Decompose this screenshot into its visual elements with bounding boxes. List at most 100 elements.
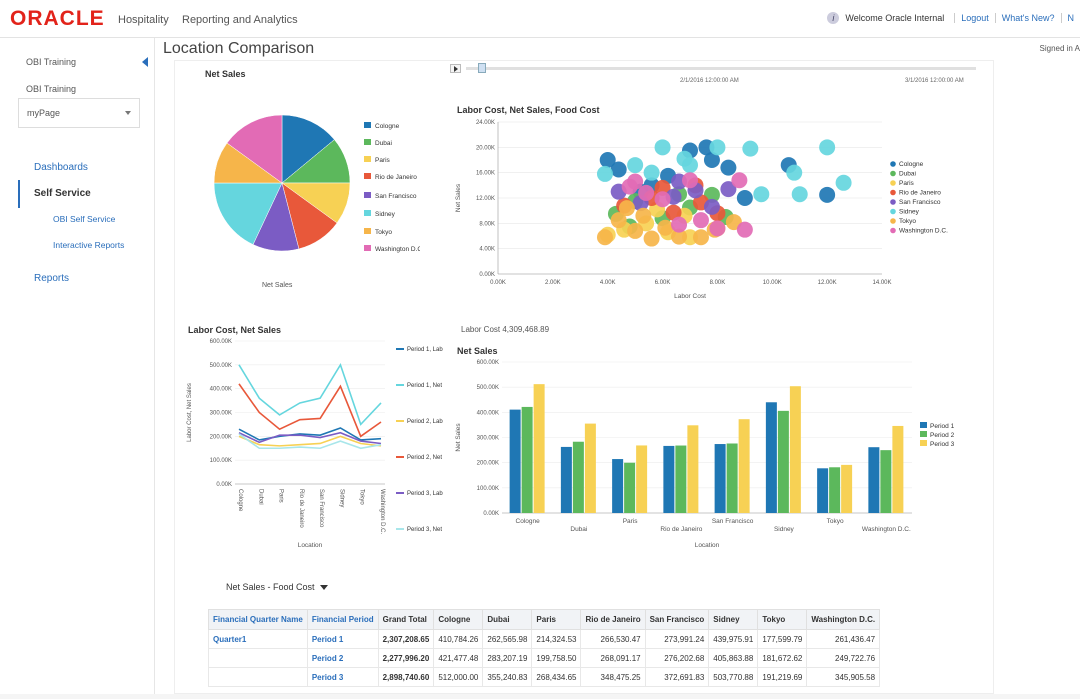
page-select-value: myPage (27, 108, 61, 118)
measure-dropdown[interactable]: Net Sales - Food Cost (226, 582, 328, 592)
truncated-link[interactable]: N (1060, 13, 1080, 23)
table-cell[interactable]: Period 2 (306, 648, 379, 668)
bar-dubai-period-3 (584, 423, 596, 513)
scatter-title: Labor Cost, Net Sales, Food Cost (457, 105, 600, 115)
line-xtick: Cologne (237, 489, 243, 512)
line-ytick: 300.00K (210, 411, 232, 417)
bar-sidney-period-3 (789, 386, 801, 513)
scatter-point-washington-d-c (709, 220, 726, 237)
page-select[interactable]: myPage (18, 98, 140, 128)
scatter-point-sidney (627, 157, 644, 174)
pie-legend-label: Paris (375, 157, 391, 164)
bar-washington-d-c-period-3 (892, 425, 904, 513)
org-selector-2[interactable]: OBI Training (26, 84, 77, 94)
table-header-cell: Tokyo (757, 609, 808, 630)
logout-link[interactable]: Logout (954, 13, 995, 23)
bar-ytick: 300.00K (477, 436, 499, 442)
line-ytick: 400.00K (210, 387, 232, 393)
table-header-cell[interactable]: Financial Quarter Name (208, 609, 308, 630)
scatter-point-sidney (791, 186, 808, 203)
table-header-cell[interactable]: Financial Period (306, 609, 379, 630)
bar-ylabel: Net Sales (455, 423, 462, 452)
table-cell (208, 667, 308, 687)
pie-slice-washington-d-c (226, 114, 283, 184)
line-xtick: San Francisco (318, 489, 324, 528)
table-cell: 512,000.00 (433, 667, 484, 687)
nav-interactive-reports[interactable]: Interactive Reports (53, 240, 125, 250)
table-cell: 345,905.58 (806, 667, 881, 687)
info-icon[interactable]: i (827, 12, 840, 24)
bar-sidney-period-2 (777, 410, 789, 513)
bar-rio-de-janeiro-period-1 (663, 445, 675, 513)
table-cell: 348,475.25 (580, 667, 646, 687)
scatter-legend-label: Tokyo (899, 218, 916, 225)
scatter-point-sidney (742, 140, 759, 157)
table-cell[interactable]: Quarter1 (208, 629, 308, 649)
welcome-text: Welcome Oracle Internal (845, 13, 945, 23)
table-header-cell: Grand Total (377, 609, 435, 630)
bar-washington-d-c-period-2 (880, 450, 892, 513)
scatter-legend-swatch (890, 199, 896, 205)
scatter-legend-swatch (890, 170, 896, 177)
scatter-xtick: 0.00K (490, 280, 506, 286)
signed-in-text: Signed in A (1039, 44, 1080, 53)
line-series-period-2-net-sales (238, 383, 382, 438)
bar-legend-label: Period 1 (930, 423, 955, 430)
table-header-cell: Dubai (482, 609, 533, 630)
scatter-xtick: 4.00K (600, 280, 616, 286)
line-xtick: Dubai (257, 489, 263, 505)
header-links: i Welcome Oracle Internal Logout What's … (827, 12, 1080, 24)
table-cell: 405,863.88 (708, 648, 759, 668)
org-selector-1[interactable]: OBI Training (26, 57, 77, 67)
nav-reports[interactable]: Reports (34, 273, 70, 284)
bar-rio-de-janeiro-period-3 (687, 425, 699, 513)
nav-obi-self-service[interactable]: OBI Self Service (53, 214, 116, 224)
table-cell[interactable]: Period 3 (306, 667, 379, 687)
pie-legend-label: San Francisco (375, 193, 417, 200)
scatter-ylabel: Net Sales (455, 183, 462, 212)
line-ytick: 100.00K (210, 458, 232, 464)
pie-legend-swatch (364, 139, 371, 145)
scatter-point-sidney (753, 186, 770, 203)
pie-slice-sidney (213, 182, 283, 245)
slider-track[interactable] (466, 67, 976, 70)
slider-thumb[interactable] (478, 63, 486, 73)
oracle-logo: ORACLE (10, 7, 105, 30)
collapse-sidebar-icon[interactable] (142, 57, 148, 67)
scatter-point-washington-d-c (736, 221, 753, 238)
table-cell: 273,991.24 (644, 629, 710, 649)
scatter-legend-swatch (890, 180, 896, 186)
table-cell: 283,207.19 (482, 648, 533, 668)
page-bottom-edge (0, 694, 1080, 699)
play-icon[interactable] (450, 64, 461, 73)
scatter-point-sidney (654, 139, 671, 156)
line-ytick: 200.00K (210, 434, 232, 440)
scatter-point-tokyo (643, 230, 660, 247)
bar-dubai-period-1 (560, 446, 572, 513)
scatter-point-sidney (682, 157, 698, 174)
bar-washington-d-c-period-1 (868, 447, 880, 513)
scatter-point-cologne (610, 161, 627, 178)
bar-san-francisco-period-3 (738, 419, 750, 513)
whats-new-link[interactable]: What's New? (994, 13, 1061, 23)
table-header-cell: Washington D.C. (806, 609, 881, 630)
bar-xtick: Cologne (516, 518, 541, 525)
table-cell: 410,784.26 (433, 629, 484, 649)
table-row: Quarter1 Period 1 2,307,208.65 410,784.26 26… (208, 629, 881, 649)
pie-legend-swatch (364, 173, 371, 179)
line-xtick: Paris (278, 489, 284, 503)
bar-san-francisco-period-1 (714, 444, 726, 513)
scatter-point-cologne (736, 190, 753, 206)
nav-self-service[interactable]: Self Service (34, 188, 91, 199)
table-cell[interactable]: Period 1 (306, 629, 379, 649)
time-slider[interactable] (448, 62, 978, 74)
scatter-xtick: 12.00K (818, 280, 837, 286)
table-cell: 177,599.79 (757, 629, 808, 649)
pie-legend-label: Tokyo (375, 229, 392, 236)
table-header-cell: Rio de Janeiro (580, 609, 646, 630)
nav-dashboards[interactable]: Dashboards (34, 162, 88, 173)
bar-title: Net Sales (457, 346, 498, 356)
bar-legend-swatch (920, 440, 927, 446)
scatter-ytick: 4.00K (479, 247, 495, 253)
table-cell: 249,722.76 (806, 648, 881, 668)
